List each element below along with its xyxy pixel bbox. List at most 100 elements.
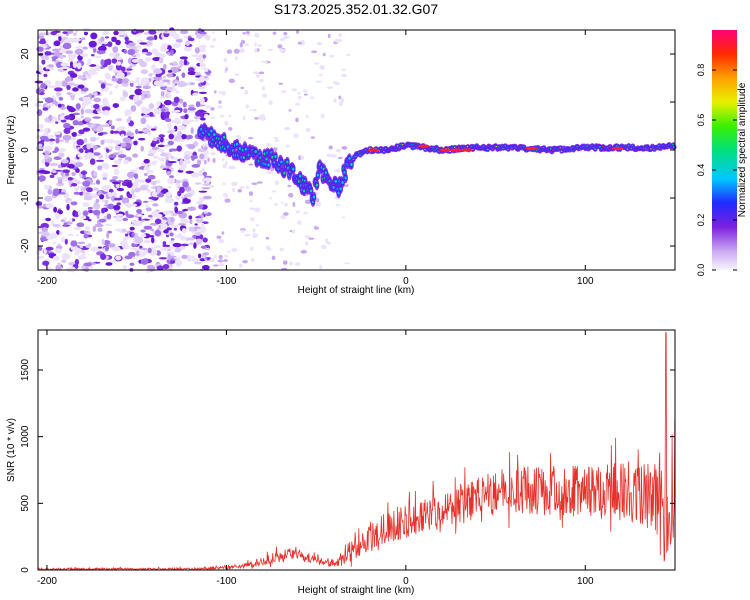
- noise-speck: [326, 153, 333, 157]
- noise-speck: [86, 101, 92, 105]
- noise-speck: [167, 246, 176, 250]
- noise-speck: [84, 109, 93, 114]
- noise-speck: [165, 144, 171, 147]
- noise-speck: [97, 45, 107, 52]
- noise-speck: [146, 125, 154, 130]
- noise-speck: [76, 62, 82, 70]
- noise-speck: [242, 32, 246, 35]
- noise-speck: [44, 195, 53, 202]
- colorbar-tick-label: 0.6: [696, 114, 706, 127]
- noise-speck: [190, 172, 200, 178]
- noise-speck: [217, 259, 224, 263]
- noise-speck: [165, 197, 175, 203]
- noise-speck: [171, 83, 176, 90]
- noise-speck: [45, 79, 51, 87]
- noise-speck: [49, 174, 55, 179]
- noise-speck: [182, 101, 187, 108]
- noise-speck: [176, 145, 183, 152]
- noise-speck: [93, 97, 101, 103]
- noise-speck: [157, 157, 166, 160]
- noise-speck: [280, 215, 286, 220]
- noise-speck: [44, 150, 49, 155]
- noise-speck: [82, 210, 89, 217]
- noise-speck: [223, 259, 228, 263]
- noise-speck: [55, 169, 62, 172]
- noise-speck: [148, 214, 153, 218]
- noise-speck: [168, 185, 172, 189]
- ridge-hotspot: [417, 144, 430, 148]
- noise-speck: [183, 58, 188, 66]
- noise-speck: [104, 36, 110, 39]
- noise-speck: [38, 231, 47, 235]
- noise-speck: [62, 217, 68, 221]
- noise-speck: [37, 143, 43, 148]
- noise-speck: [114, 228, 123, 232]
- noise-speck: [333, 98, 337, 103]
- noise-speck: [201, 264, 210, 271]
- noise-speck: [82, 180, 91, 187]
- noise-speck: [279, 48, 286, 53]
- noise-speck: [219, 262, 225, 267]
- noise-speck: [291, 88, 298, 92]
- noise-speck: [124, 112, 129, 117]
- noise-speck: [198, 91, 207, 94]
- colorbar-ticks: 0.0 0.2 0.4 0.6 0.8: [696, 64, 737, 276]
- noise-speck: [122, 217, 129, 222]
- noise-speck: [117, 154, 127, 159]
- noise-speck: [285, 144, 290, 148]
- noise-speck: [87, 58, 92, 66]
- noise-speck: [218, 238, 225, 244]
- noise-speck: [129, 226, 135, 231]
- noise-speck: [187, 37, 195, 42]
- noise-speck: [235, 56, 239, 61]
- noise-speck: [106, 138, 115, 144]
- noise-speck: [172, 61, 178, 65]
- noise-speck: [137, 58, 144, 65]
- noise-speck: [122, 91, 129, 98]
- noise-speck: [218, 91, 224, 94]
- noise-speck: [140, 77, 150, 84]
- noise-speck: [175, 38, 183, 43]
- noise-speck: [194, 223, 198, 226]
- noise-speck: [47, 267, 52, 272]
- noise-speck: [40, 55, 50, 61]
- noise-speck: [157, 144, 165, 148]
- noise-speck: [133, 95, 140, 102]
- noise-speck: [167, 130, 175, 134]
- noise-speck: [190, 154, 198, 160]
- noise-speck: [201, 187, 211, 190]
- noise-speck: [224, 198, 231, 203]
- snr-x-tick-label: 100: [577, 576, 594, 587]
- noise-speck: [114, 84, 119, 89]
- noise-speck: [187, 206, 197, 211]
- noise-speck: [201, 167, 205, 171]
- noise-speck: [321, 244, 327, 250]
- noise-speck: [293, 133, 299, 138]
- ridge-core: [594, 148, 597, 150]
- noise-speck: [258, 71, 265, 75]
- noise-speck: [288, 192, 294, 198]
- noise-speck: [265, 236, 270, 240]
- noise-speck: [110, 195, 117, 202]
- noise-speck: [67, 82, 76, 86]
- noise-speck: [113, 204, 121, 211]
- noise-speck: [188, 215, 193, 220]
- noise-speck: [136, 52, 141, 58]
- noise-speck: [218, 254, 223, 260]
- noise-speck: [85, 226, 90, 231]
- noise-speck: [295, 102, 300, 106]
- noise-speck: [249, 217, 255, 222]
- noise-speck: [143, 172, 148, 177]
- noise-speck: [130, 105, 137, 112]
- noise-speck: [74, 30, 79, 33]
- noise-speck: [159, 96, 167, 99]
- noise-speck: [146, 189, 152, 193]
- colorbar-tick-label: 0.2: [696, 214, 706, 227]
- noise-speck: [205, 77, 210, 81]
- ridge-hotspot: [367, 148, 380, 152]
- noise-speck: [152, 160, 158, 163]
- noise-speck: [148, 235, 155, 238]
- noise-speck: [89, 147, 94, 154]
- noise-speck: [160, 91, 165, 97]
- noise-speck: [166, 45, 172, 50]
